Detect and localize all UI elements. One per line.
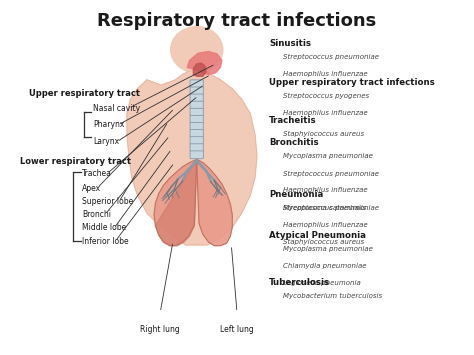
- FancyBboxPatch shape: [190, 108, 203, 116]
- Text: Inferior lobe: Inferior lobe: [82, 237, 128, 246]
- Text: Mycobacterium tuberculosis: Mycobacterium tuberculosis: [283, 293, 383, 299]
- Text: Respiratory tract infections: Respiratory tract infections: [97, 12, 377, 31]
- FancyBboxPatch shape: [190, 144, 203, 152]
- Polygon shape: [186, 71, 208, 82]
- Text: Bronchitis: Bronchitis: [269, 138, 319, 147]
- FancyBboxPatch shape: [190, 130, 203, 137]
- Text: Apex: Apex: [82, 184, 101, 193]
- Polygon shape: [193, 63, 206, 76]
- Text: Nasal cavity: Nasal cavity: [93, 104, 140, 113]
- Text: Staphylococcus aureus: Staphylococcus aureus: [283, 239, 365, 245]
- Text: Larynx: Larynx: [93, 137, 119, 147]
- Polygon shape: [197, 160, 232, 246]
- Text: Mycoplasma pneumoniae: Mycoplasma pneumoniae: [283, 153, 374, 159]
- Text: Streptococcus pneumoniae: Streptococcus pneumoniae: [283, 170, 380, 176]
- FancyBboxPatch shape: [190, 101, 203, 109]
- Polygon shape: [154, 160, 197, 246]
- Text: Haemophilus influenzae: Haemophilus influenzae: [283, 110, 368, 116]
- Text: Right lung: Right lung: [140, 325, 180, 334]
- Text: Legionella pneumonia: Legionella pneumonia: [283, 280, 361, 286]
- Text: Pharynx: Pharynx: [93, 120, 124, 130]
- Text: Pneumonia: Pneumonia: [269, 190, 323, 199]
- Text: Chlamydia pneumoniae: Chlamydia pneumoniae: [283, 263, 367, 269]
- Polygon shape: [187, 51, 222, 75]
- FancyBboxPatch shape: [190, 137, 203, 144]
- FancyBboxPatch shape: [190, 115, 203, 123]
- Text: Tuberculosis: Tuberculosis: [269, 278, 330, 286]
- FancyBboxPatch shape: [190, 151, 203, 159]
- Text: Mycoplasma catarrhalis: Mycoplasma catarrhalis: [283, 204, 367, 211]
- Text: Streptococcus pneumoniae: Streptococcus pneumoniae: [283, 54, 380, 60]
- Text: Trachea: Trachea: [82, 169, 112, 179]
- Text: Lower respiratory tract: Lower respiratory tract: [20, 157, 131, 166]
- Text: Streptococcus pyogenes: Streptococcus pyogenes: [283, 93, 370, 99]
- FancyBboxPatch shape: [190, 87, 203, 95]
- Polygon shape: [127, 69, 257, 245]
- FancyBboxPatch shape: [190, 94, 203, 102]
- Text: Left lung: Left lung: [220, 325, 254, 334]
- Text: Upper respiratory tract: Upper respiratory tract: [29, 89, 140, 98]
- Text: Haemophilus influenzae: Haemophilus influenzae: [283, 187, 368, 193]
- Ellipse shape: [171, 27, 223, 73]
- Text: Bronchi: Bronchi: [82, 210, 111, 219]
- Text: Atypical Pneumonia: Atypical Pneumonia: [269, 231, 366, 240]
- Text: Mycoplasma pneumoniae: Mycoplasma pneumoniae: [283, 246, 374, 252]
- FancyBboxPatch shape: [190, 122, 203, 130]
- Text: Sinusitis: Sinusitis: [269, 39, 311, 48]
- Text: Staphylococcus aureus: Staphylococcus aureus: [283, 131, 365, 137]
- Text: Upper respiratory tract infections: Upper respiratory tract infections: [269, 78, 435, 87]
- Text: Middle lobe: Middle lobe: [82, 223, 126, 233]
- Text: Streptococcus pneumoniae: Streptococcus pneumoniae: [283, 205, 380, 211]
- Text: Tracheitis: Tracheitis: [269, 116, 317, 125]
- Text: Superior lobe: Superior lobe: [82, 197, 133, 206]
- Text: Haemophilus influenzae: Haemophilus influenzae: [283, 222, 368, 228]
- Text: Haemophilus influenzae: Haemophilus influenzae: [283, 71, 368, 77]
- FancyBboxPatch shape: [190, 80, 203, 88]
- Polygon shape: [155, 160, 197, 246]
